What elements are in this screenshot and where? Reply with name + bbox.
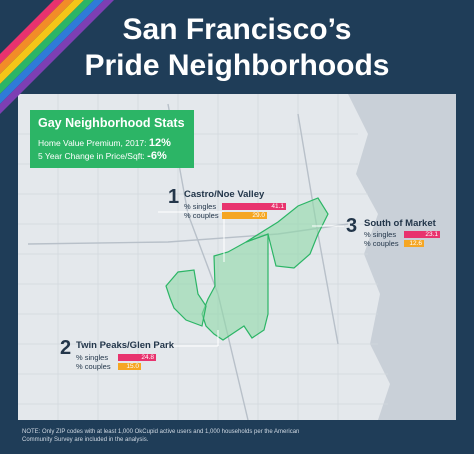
- neighborhood-1-singles-bar: 41.1: [222, 203, 286, 210]
- stats-heading: Gay Neighborhood Stats: [38, 116, 185, 130]
- neighborhood-2-singles-label: % singles: [76, 353, 109, 362]
- neighborhood-3-name: South of Market: [364, 218, 436, 229]
- price-change-label: 5 Year Change in Price/Sqft:: [38, 151, 145, 161]
- neighborhood-1-singles-label: % singles: [184, 202, 217, 211]
- neighborhood-3-singles-bar: 23.1: [404, 231, 440, 238]
- neighborhood-2-singles-bar: 24.8: [118, 354, 156, 361]
- neighborhood-3-couples-bar: 12.6: [404, 240, 424, 247]
- neighborhood-3-singles-label: % singles: [364, 230, 397, 239]
- neighborhood-1-couples-label: % couples: [184, 211, 219, 220]
- neighborhood-1-name: Castro/Noe Valley: [184, 189, 265, 200]
- stats-row-home-value: Home Value Premium, 2017: 12%: [38, 137, 171, 149]
- home-value-label: Home Value Premium, 2017:: [38, 138, 147, 148]
- neighborhood-3-couples-label: % couples: [364, 239, 399, 248]
- neighborhood-3-number: 3: [346, 215, 358, 237]
- neighborhood-2-couples-label: % couples: [76, 362, 111, 371]
- neighborhood-2-name: Twin Peaks/Glen Park: [76, 340, 175, 351]
- neighborhood-2-couples-bar: 15.0: [118, 363, 141, 370]
- stats-row-price-change: 5 Year Change in Price/Sqft: -6%: [38, 150, 167, 162]
- neighborhood-1-couples-bar: 29.0: [222, 212, 267, 219]
- title-line-2: Pride Neighborhoods: [84, 49, 390, 82]
- home-value-value: 12%: [148, 137, 171, 149]
- footnote: NOTE: Only ZIP codes with at least 1,000…: [22, 429, 300, 443]
- stats-box: Gay Neighborhood Stats Home Value Premiu…: [30, 110, 194, 168]
- neighborhood-1-number: 1: [168, 186, 180, 208]
- neighborhood-2-number: 2: [60, 337, 72, 359]
- price-change-value: -6%: [147, 150, 167, 162]
- title-line-1: San Francisco’s: [122, 13, 352, 46]
